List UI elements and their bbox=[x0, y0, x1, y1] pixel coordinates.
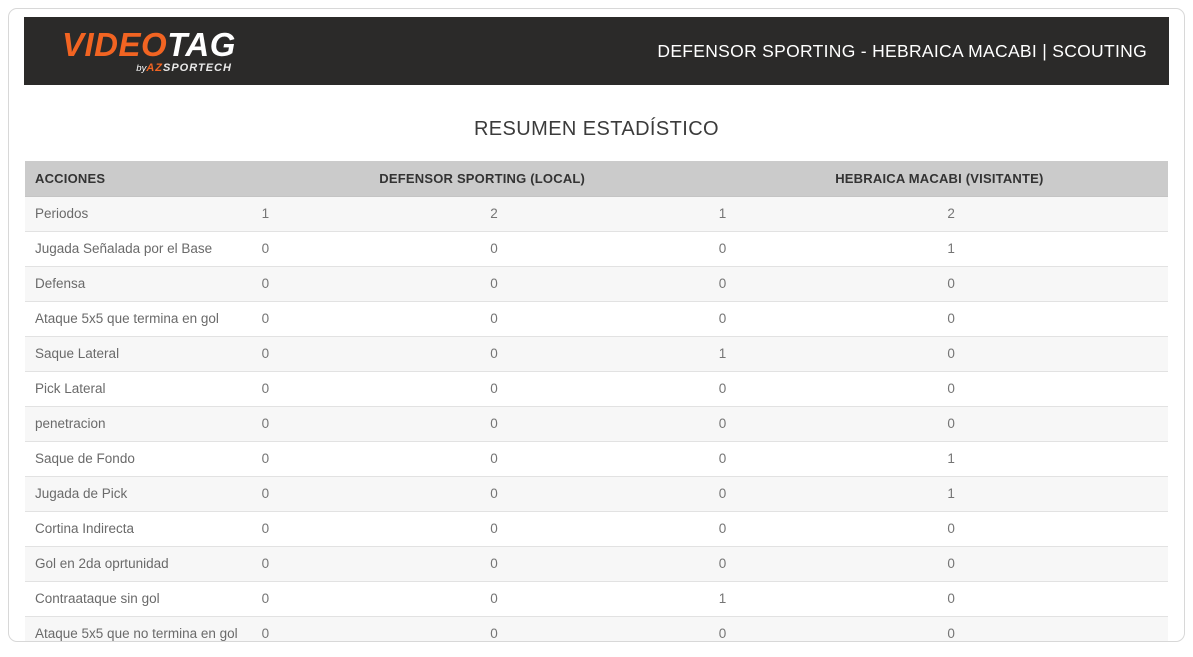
action-label: Periodos bbox=[25, 195, 254, 231]
table-row: Gol en 2da oprtunidad 0 0 0 0 bbox=[25, 545, 1168, 581]
table-row: Pick Lateral 0 0 0 0 bbox=[25, 370, 1168, 406]
table-row: Jugada Señalada por el Base 0 0 0 1 bbox=[25, 230, 1168, 266]
column-header-acciones: ACCIONES bbox=[25, 161, 254, 196]
stat-value: 0 bbox=[710, 230, 940, 266]
stat-value: 0 bbox=[710, 370, 940, 406]
stat-value: 0 bbox=[482, 265, 711, 301]
stat-value: 0 bbox=[710, 300, 940, 336]
table-row: Saque Lateral 0 0 1 0 bbox=[25, 335, 1168, 371]
action-label: penetracion bbox=[25, 405, 254, 441]
stat-value: 0 bbox=[482, 615, 711, 641]
stat-value: 0 bbox=[253, 580, 483, 616]
stat-value: 2 bbox=[482, 195, 711, 231]
action-label: Jugada Señalada por el Base bbox=[25, 230, 254, 266]
action-label: Jugada de Pick bbox=[25, 475, 254, 511]
stat-value: 1 bbox=[710, 580, 940, 616]
stat-value: 1 bbox=[710, 195, 940, 231]
stat-value: 0 bbox=[253, 265, 483, 301]
logo-wordmark: VIDEOTAG bbox=[62, 28, 236, 61]
stat-value: 1 bbox=[253, 195, 483, 231]
stat-value: 0 bbox=[253, 335, 483, 371]
stat-value: 0 bbox=[482, 230, 711, 266]
stat-value: 1 bbox=[939, 230, 1168, 266]
table-row: Saque de Fondo 0 0 0 1 bbox=[25, 440, 1168, 476]
stat-value: 0 bbox=[939, 370, 1168, 406]
action-label: Saque Lateral bbox=[25, 335, 254, 371]
table-row: Defensa 0 0 0 0 bbox=[25, 265, 1168, 301]
table-row: Ataque 5x5 que no termina en gol 0 0 0 0 bbox=[25, 615, 1168, 641]
stat-value: 0 bbox=[710, 475, 940, 511]
stat-value: 0 bbox=[482, 405, 711, 441]
stat-value: 0 bbox=[710, 615, 940, 641]
action-label: Contraataque sin gol bbox=[25, 580, 254, 616]
action-label: Gol en 2da oprtunidad bbox=[25, 545, 254, 581]
logo-by-text: by bbox=[136, 63, 147, 74]
page-title: RESUMEN ESTADÍSTICO bbox=[473, 118, 720, 140]
stat-value: 2 bbox=[939, 195, 1168, 231]
column-header-local-team: DEFENSOR SPORTING (LOCAL) bbox=[253, 161, 711, 196]
header-row: ACCIONES DEFENSOR SPORTING (LOCAL) HEBRA… bbox=[25, 161, 1168, 196]
stat-value: 1 bbox=[939, 440, 1168, 476]
table-row: Ataque 5x5 que termina en gol 0 0 0 0 bbox=[25, 300, 1168, 336]
stat-value: 0 bbox=[939, 615, 1168, 641]
stat-value: 0 bbox=[482, 300, 711, 336]
stat-value: 0 bbox=[482, 370, 711, 406]
action-label: Defensa bbox=[25, 265, 254, 301]
stat-value: 0 bbox=[253, 545, 483, 581]
stat-value: 0 bbox=[253, 510, 483, 546]
stat-value: 0 bbox=[939, 300, 1168, 336]
stat-value: 0 bbox=[482, 335, 711, 371]
stat-value: 0 bbox=[253, 440, 483, 476]
stat-value: 0 bbox=[482, 510, 711, 546]
stats-table-header: ACCIONES DEFENSOR SPORTING (LOCAL) HEBRA… bbox=[25, 161, 1168, 196]
stat-value: 0 bbox=[939, 580, 1168, 616]
table-row: Jugada de Pick 0 0 0 1 bbox=[25, 475, 1168, 511]
logo-az-text: AZ bbox=[146, 62, 163, 74]
action-label: Saque de Fondo bbox=[25, 440, 254, 476]
top-bar: VIDEOTAG byAZSPORTECH DEFENSOR SPORTING … bbox=[24, 17, 1169, 85]
stats-table-body: Periodos 1 2 1 2 Jugada Señalada por el Base 0… bbox=[25, 195, 1168, 641]
table-row: Periodos 1 2 1 2 bbox=[25, 195, 1168, 231]
table-row: Contraataque sin gol 0 0 1 0 bbox=[25, 580, 1168, 616]
stat-value: 0 bbox=[482, 440, 711, 476]
stat-value: 0 bbox=[939, 510, 1168, 546]
column-header-visitor-team: HEBRAICA MACABI (VISITANTE) bbox=[710, 161, 1168, 196]
logo-sportech-text: SPORTECH bbox=[163, 62, 232, 74]
action-label: Pick Lateral bbox=[25, 370, 254, 406]
stat-value: 1 bbox=[710, 335, 940, 371]
match-title: DEFENSOR SPORTING - HEBRAICA MACABI | SC… bbox=[657, 40, 1147, 61]
stat-value: 0 bbox=[253, 475, 483, 511]
action-label: Ataque 5x5 que no termina en gol bbox=[25, 615, 254, 641]
stat-value: 0 bbox=[710, 545, 940, 581]
stat-value: 0 bbox=[939, 265, 1168, 301]
stat-value: 0 bbox=[253, 300, 483, 336]
table-row: penetracion 0 0 0 0 bbox=[25, 405, 1168, 441]
stat-value: 0 bbox=[253, 370, 483, 406]
videotag-logo: VIDEOTAG byAZSPORTECH bbox=[62, 28, 236, 74]
stat-value: 1 bbox=[939, 475, 1168, 511]
action-label: Ataque 5x5 que termina en gol bbox=[25, 300, 254, 336]
stat-value: 0 bbox=[710, 440, 940, 476]
stat-value: 0 bbox=[710, 265, 940, 301]
logo-video-text: VIDEO bbox=[62, 26, 168, 63]
stat-value: 0 bbox=[939, 405, 1168, 441]
stat-value: 0 bbox=[253, 230, 483, 266]
logo-tagline: byAZSPORTECH bbox=[136, 63, 232, 74]
stat-value: 0 bbox=[253, 405, 483, 441]
stat-value: 0 bbox=[710, 510, 940, 546]
stats-table: ACCIONES DEFENSOR SPORTING (LOCAL) HEBRA… bbox=[25, 161, 1168, 641]
stat-value: 0 bbox=[482, 580, 711, 616]
stat-value: 0 bbox=[939, 545, 1168, 581]
stat-value: 0 bbox=[482, 545, 711, 581]
table-row: Cortina Indirecta 0 0 0 0 bbox=[25, 510, 1168, 546]
app-window: VIDEOTAG byAZSPORTECH DEFENSOR SPORTING … bbox=[8, 8, 1185, 642]
stat-value: 0 bbox=[253, 615, 483, 641]
action-label: Cortina Indirecta bbox=[25, 510, 254, 546]
logo-tag-text: TAG bbox=[167, 26, 236, 63]
stat-value: 0 bbox=[710, 405, 940, 441]
stat-value: 0 bbox=[939, 335, 1168, 371]
stat-value: 0 bbox=[482, 475, 711, 511]
